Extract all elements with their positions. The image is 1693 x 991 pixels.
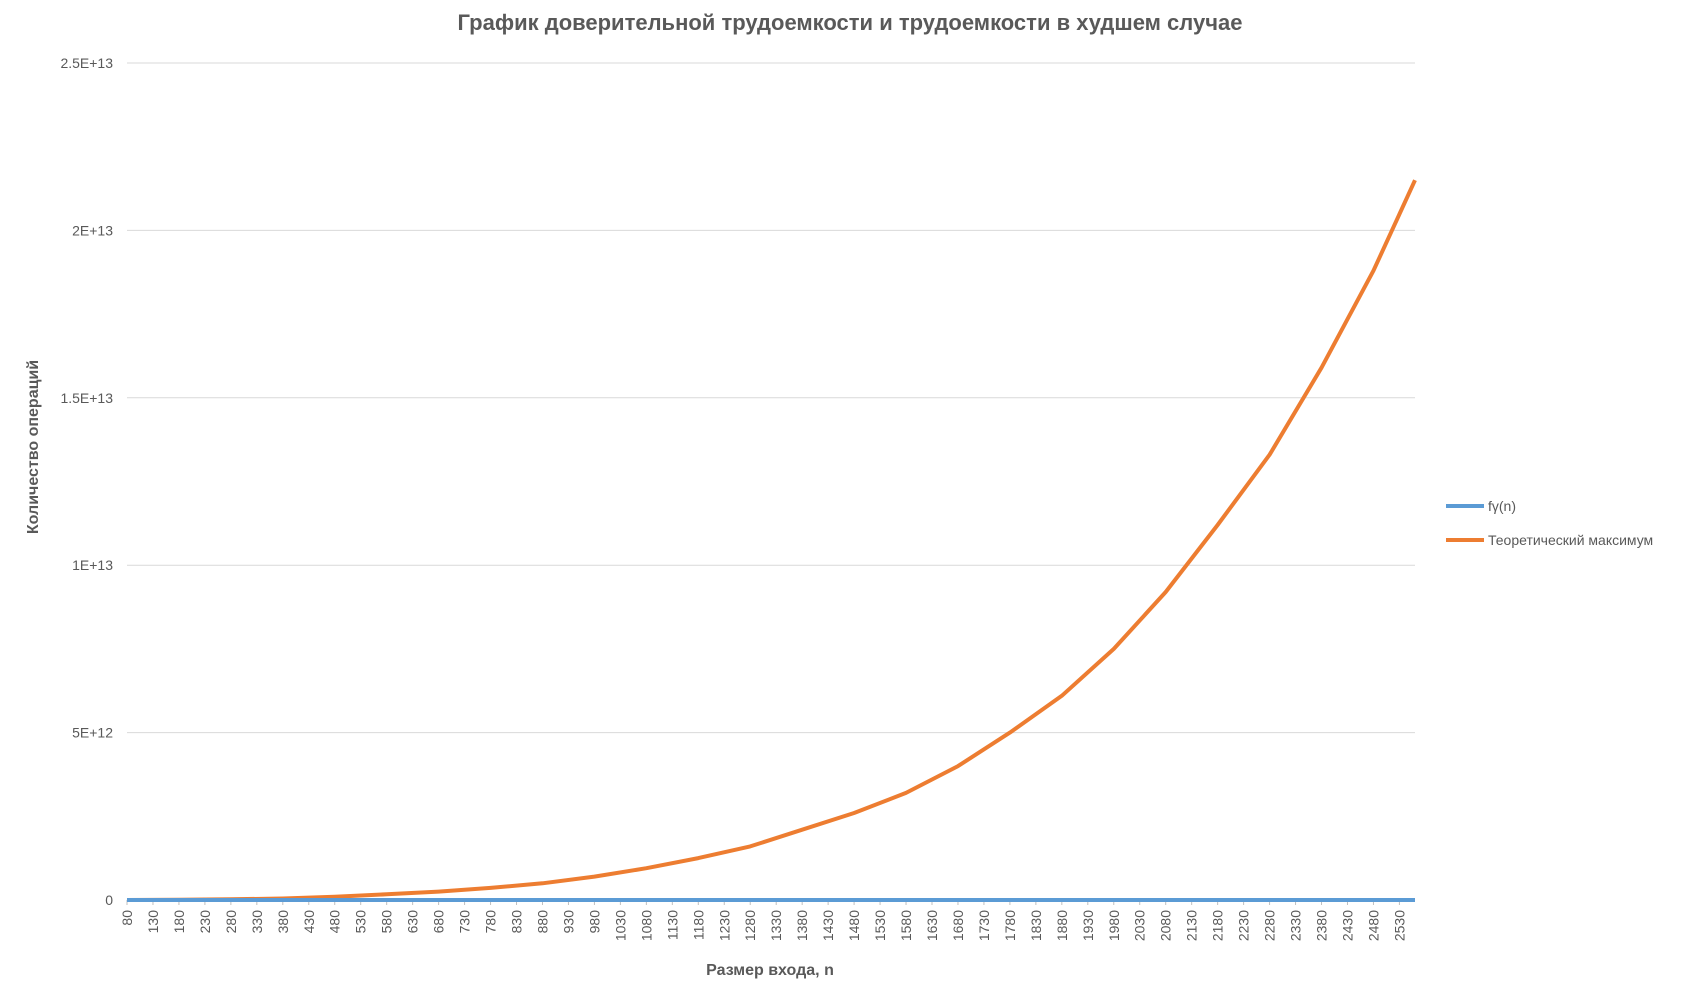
x-tick-label: 430 xyxy=(301,910,317,934)
y-axis-label: Количество операций xyxy=(25,360,42,534)
x-axis-ticks: 80 130 180 230 280 330 380 430 480 530 580 630 680 73… xyxy=(119,899,1415,941)
x-tick-label: 830 xyxy=(509,910,525,934)
x-tick-label: 1180 xyxy=(690,910,706,940)
series-line xyxy=(126,179,1417,902)
x-tick-label: 1230 xyxy=(716,910,732,941)
x-tick-label: 780 xyxy=(483,910,499,934)
x-tick-label: 930 xyxy=(560,910,576,934)
x-axis-label: Размер входа, n xyxy=(706,962,834,979)
x-tick-label: 580 xyxy=(379,910,395,934)
x-tick-label: 2030 xyxy=(1132,910,1148,941)
x-tick-label: 2480 xyxy=(1365,910,1381,941)
chart-title: График доверительной трудоемкости и труд… xyxy=(458,10,1243,35)
x-tick-label: 2080 xyxy=(1158,910,1174,941)
x-tick-label: 1330 xyxy=(768,910,784,941)
x-tick-label: 380 xyxy=(275,910,291,934)
x-tick-label: 1280 xyxy=(742,910,758,941)
x-tick-label: 1830 xyxy=(1028,910,1044,941)
x-tick-label: 2130 xyxy=(1184,910,1200,941)
x-tick-label: 680 xyxy=(431,910,447,934)
x-tick-label: 1430 xyxy=(820,910,836,941)
x-tick-label: 630 xyxy=(405,910,421,934)
x-tick-label: 80 xyxy=(119,910,135,926)
x-tick-label: 2430 xyxy=(1339,910,1355,941)
legend: fγ(n) Теоретический максимум xyxy=(1446,498,1653,548)
y-axis-ticks: 0 5E+12 1E+13 1.5E+13 2E+13 2.5E+13 xyxy=(60,55,113,908)
x-tick-label: 1930 xyxy=(1080,910,1096,941)
y-tick-label: 1.5E+13 xyxy=(60,390,113,406)
x-tick-label: 730 xyxy=(457,910,473,934)
x-tick-label: 330 xyxy=(249,910,265,934)
x-tick-label: 1030 xyxy=(612,910,628,941)
x-tick-label: 880 xyxy=(534,910,550,934)
x-tick-label: 530 xyxy=(353,910,369,934)
series-lines xyxy=(126,179,1417,902)
x-tick-label: 1080 xyxy=(638,910,654,941)
x-tick-label: 1980 xyxy=(1106,910,1122,941)
legend-label: fγ(n) xyxy=(1488,498,1516,514)
x-tick-label: 1380 xyxy=(794,910,810,941)
y-tick-label: 2E+13 xyxy=(72,222,113,238)
gridlines xyxy=(127,62,1415,901)
x-tick-label: 280 xyxy=(223,910,239,934)
legend-label: Теоретический максимум xyxy=(1488,532,1653,548)
x-tick-label: 1580 xyxy=(898,910,914,941)
x-tick-label: 2380 xyxy=(1314,910,1330,941)
x-tick-label: 1130 xyxy=(664,910,680,940)
x-tick-label: 1730 xyxy=(976,910,992,941)
x-tick-label: 180 xyxy=(171,910,187,934)
x-tick-label: 1880 xyxy=(1054,910,1070,941)
x-tick-label: 1630 xyxy=(924,910,940,941)
x-tick-label: 1530 xyxy=(872,910,888,941)
x-tick-label: 2180 xyxy=(1210,910,1226,941)
x-tick-label: 1680 xyxy=(950,910,966,941)
x-tick-label: 2530 xyxy=(1391,910,1407,941)
x-tick-label: 980 xyxy=(586,910,602,934)
y-tick-label: 0 xyxy=(105,892,113,908)
x-tick-label: 2230 xyxy=(1236,910,1252,941)
x-tick-label: 1480 xyxy=(846,910,862,941)
y-tick-label: 1E+13 xyxy=(72,557,113,573)
x-tick-label: 2280 xyxy=(1262,910,1278,941)
x-tick-label: 230 xyxy=(197,910,213,934)
x-tick-label: 2330 xyxy=(1288,910,1304,941)
x-tick-label: 130 xyxy=(145,910,161,934)
x-tick-label: 480 xyxy=(327,910,343,934)
y-tick-label: 2.5E+13 xyxy=(60,55,113,71)
x-tick-label: 1780 xyxy=(1002,910,1018,941)
y-tick-label: 5E+12 xyxy=(72,725,113,741)
